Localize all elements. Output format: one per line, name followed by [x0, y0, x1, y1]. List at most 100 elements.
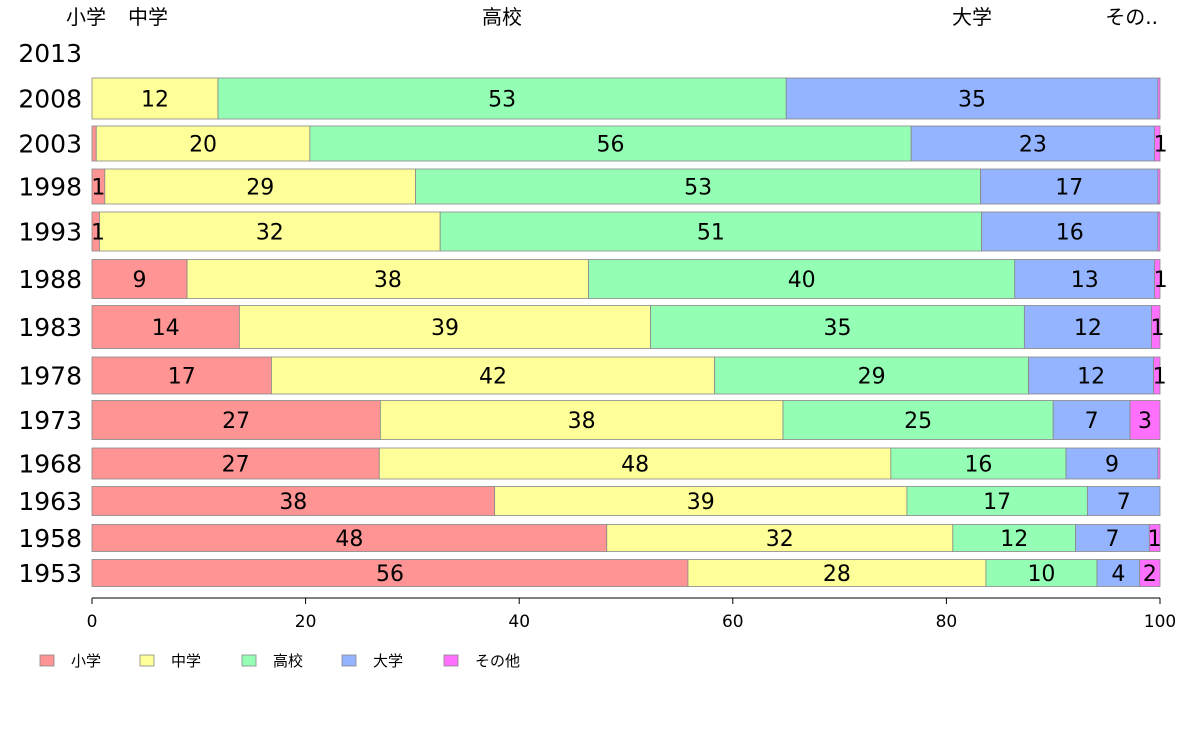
- bar-segment: [91, 77, 219, 120]
- data-label: 16: [1056, 221, 1084, 246]
- data-label: 17: [168, 365, 196, 390]
- bar-segment: [1129, 400, 1161, 440]
- bar-segment: [99, 211, 441, 252]
- bar-segment: [782, 400, 1054, 440]
- x-tick-label: 40: [508, 612, 530, 632]
- bar-segment: [588, 259, 1016, 299]
- year-label: 2003: [18, 130, 82, 159]
- data-label: 40: [788, 268, 816, 293]
- header-label-0: 小学: [66, 5, 106, 29]
- data-label: 38: [568, 409, 596, 434]
- row-1958: 1958 48 32 12 7 1: [18, 524, 1161, 553]
- legend-label: 小学: [71, 652, 101, 670]
- bar-segment: [910, 125, 1156, 162]
- data-label: 12: [1074, 316, 1102, 341]
- year-label: 1958: [18, 524, 82, 553]
- data-label: 20: [189, 133, 217, 158]
- row-1978: 1978 17 42 29 12 1: [18, 356, 1167, 395]
- bar-segment: [1096, 559, 1141, 587]
- bar-segment: [1052, 400, 1131, 440]
- data-label: 1: [1153, 365, 1167, 390]
- row-1988: 1988 9 38 40 13 1: [18, 259, 1168, 299]
- data-label: 9: [1105, 453, 1119, 478]
- bar-segment: [606, 524, 954, 552]
- legend-swatch: [241, 654, 257, 667]
- bar-segment: [91, 125, 97, 162]
- data-label: 16: [964, 453, 992, 478]
- data-label: 35: [823, 316, 851, 341]
- bar-segment: [1148, 524, 1161, 552]
- data-label: 35: [958, 88, 986, 113]
- bar-segment: [415, 168, 981, 205]
- bar-segment: [890, 447, 1067, 480]
- data-label: 32: [766, 527, 794, 552]
- row-1963: 1963 38 39 17 7: [18, 486, 1161, 516]
- data-label: 3: [1138, 409, 1152, 434]
- year-label: 1953: [18, 559, 82, 588]
- data-label: 1: [91, 221, 105, 246]
- bar-segment: [378, 447, 892, 480]
- data-label: 1: [1154, 133, 1168, 158]
- bar-segment: [91, 356, 272, 395]
- bar-segment: [980, 168, 1159, 205]
- legend-item: 小学: [39, 652, 101, 670]
- data-label: 1: [1150, 316, 1164, 341]
- legend: 小学 中学 高校 大学 その他: [39, 652, 520, 670]
- bar-segment: [238, 305, 651, 349]
- bar-segment: [650, 305, 1025, 349]
- data-label: 48: [335, 527, 363, 552]
- data-label: 29: [246, 176, 274, 201]
- bar-segment: [1154, 259, 1161, 299]
- year-label: 2013: [18, 39, 82, 68]
- data-label: 38: [279, 490, 307, 515]
- x-tick-label: 20: [295, 612, 317, 632]
- data-label: 56: [597, 133, 625, 158]
- legend-label: 高校: [273, 652, 303, 670]
- legend-swatch: [443, 654, 459, 667]
- data-label: 1: [1154, 268, 1168, 293]
- year-label: 1993: [18, 218, 82, 247]
- data-label: 39: [687, 490, 715, 515]
- bar-segment: [91, 259, 188, 299]
- row-2008: 2008 12 53 35: [18, 77, 1161, 120]
- data-label: 38: [374, 268, 402, 293]
- row-1998: 1998 1 29 53 17: [18, 168, 1161, 205]
- bar-segment: [1157, 77, 1161, 120]
- bar-segment: [906, 486, 1088, 516]
- data-label: 42: [479, 365, 507, 390]
- data-label: 28: [823, 562, 851, 587]
- year-label: 1998: [18, 173, 82, 202]
- x-tick-label: 80: [936, 612, 958, 632]
- bar-segment: [785, 77, 1159, 120]
- data-label: 32: [256, 221, 284, 246]
- header-label-3: 大学: [952, 5, 992, 29]
- legend-swatch: [341, 654, 357, 667]
- data-label: 12: [1000, 527, 1028, 552]
- year-label: 1968: [18, 450, 82, 479]
- data-label: 7: [1117, 490, 1131, 515]
- bar-segment: [91, 400, 381, 440]
- data-label: 12: [1077, 365, 1105, 390]
- row-1953: 1953 56 28 10 4 2: [18, 559, 1161, 588]
- x-axis: 0 20 40 60 80 100: [87, 597, 1176, 632]
- bar-segment: [439, 211, 983, 252]
- legend-item: 大学: [341, 652, 403, 670]
- data-label: 7: [1105, 527, 1119, 552]
- data-label: 4: [1111, 562, 1125, 587]
- bar-segment: [714, 356, 1030, 395]
- bar-segment: [1157, 447, 1161, 480]
- data-label: 27: [222, 453, 250, 478]
- data-label: 14: [152, 316, 180, 341]
- year-label: 1963: [18, 487, 82, 516]
- year-label: 1988: [18, 265, 82, 294]
- legend-item: 高校: [241, 652, 303, 670]
- x-tick-label: 60: [722, 612, 744, 632]
- legend-swatch: [39, 654, 55, 667]
- bar-segment: [981, 211, 1159, 252]
- legend-label: 中学: [171, 652, 201, 670]
- row-2013: 2013: [18, 39, 82, 68]
- bar-segment: [1153, 356, 1161, 395]
- legend-item: 中学: [139, 652, 201, 670]
- bar-segment: [217, 77, 787, 120]
